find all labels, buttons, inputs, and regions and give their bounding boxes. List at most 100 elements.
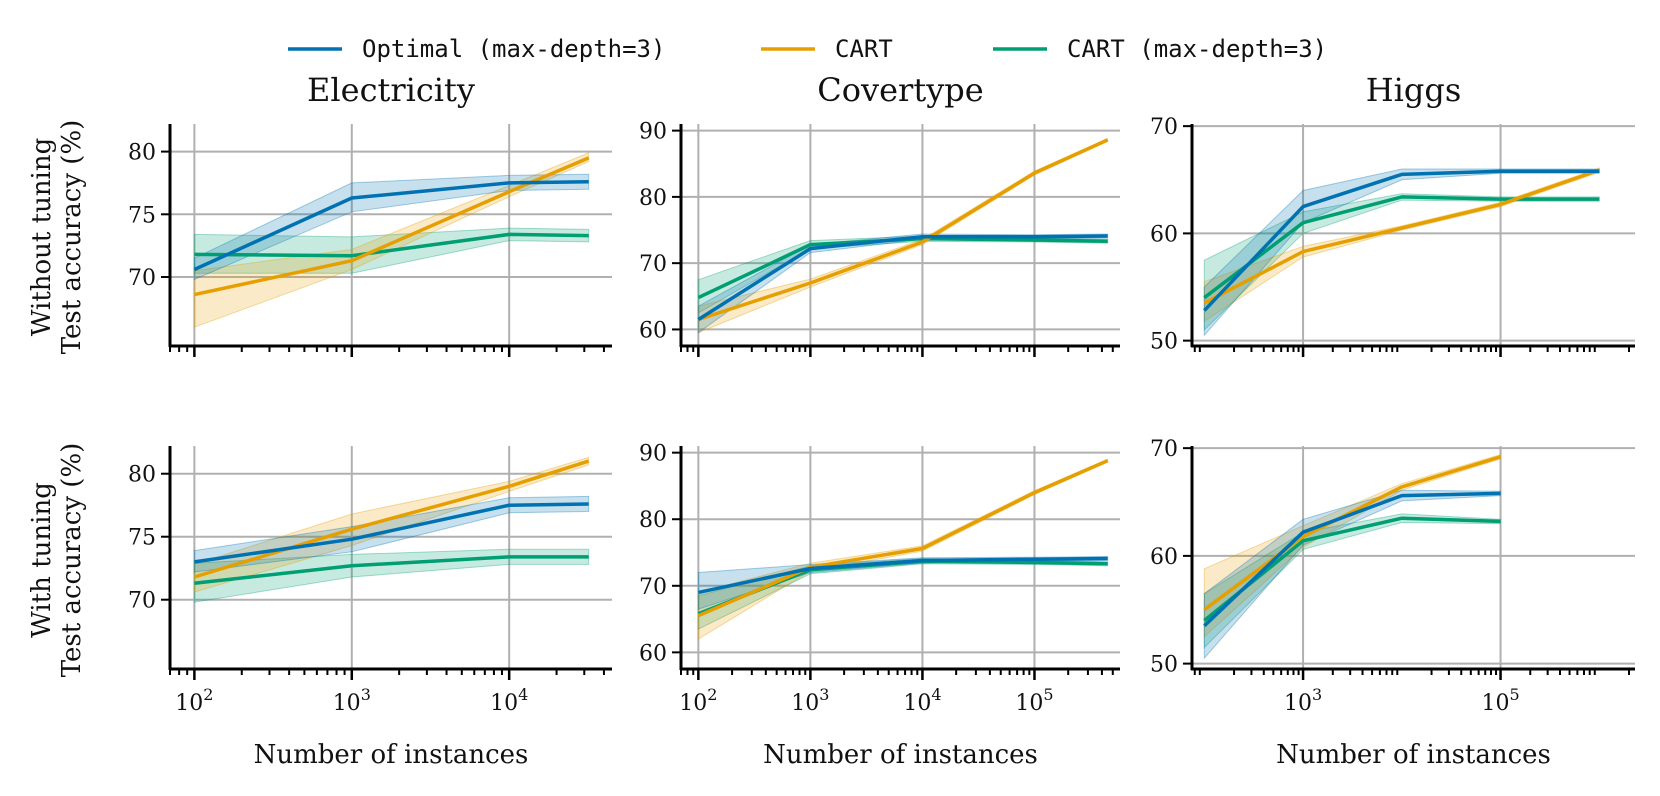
- x-tick-exponent: 3: [1312, 685, 1322, 704]
- row-label-2-line1: With tuning: [27, 482, 57, 638]
- series-line-cart: [697, 458, 1109, 618]
- x-tick-base: 10: [679, 691, 707, 716]
- x-axis-label: Number of instances: [1276, 740, 1551, 770]
- x-tick-base: 10: [903, 691, 931, 716]
- y-tick-label: 70: [1150, 115, 1178, 140]
- confidence-band-cart_depth3: [697, 557, 1109, 630]
- confidence-band-cart: [1203, 453, 1501, 638]
- panel-covertype-without-tuning: Covertype 60 70 80 90: [639, 71, 1120, 357]
- y-tick-label: 60: [639, 318, 667, 343]
- x-axis-label: Number of instances: [763, 740, 1038, 770]
- series-line-cart: [1203, 455, 1502, 612]
- y-tick-label: 75: [128, 203, 156, 228]
- y-tick-label: 60: [1150, 222, 1178, 247]
- x-tick-label: 102: [175, 685, 213, 716]
- legend-item-cart_depth3: CART (max-depth=3): [993, 35, 1327, 63]
- row-label-2-line2: Test accuracy (%): [57, 443, 87, 678]
- x-tick-label: 102: [679, 685, 717, 716]
- y-tick-label: 70: [639, 252, 667, 277]
- y-tick-label: 70: [128, 589, 156, 614]
- x-tick-base: 10: [1481, 691, 1509, 716]
- y-tick-label: 50: [1150, 653, 1178, 678]
- series-line-cart_depth3: [194, 555, 589, 586]
- x-axis-label: Number of instances: [254, 740, 529, 770]
- grid: [1192, 124, 1635, 346]
- series-line-optimal: [698, 556, 1108, 595]
- grid: [170, 446, 612, 669]
- series-line-optimal: [697, 234, 1108, 321]
- y-tick-label: 80: [639, 508, 667, 533]
- x-tick-label: 105: [1015, 685, 1053, 716]
- series-line-optimal: [193, 179, 589, 272]
- y-tick-label: 90: [639, 120, 667, 145]
- x-tick-exponent: 3: [361, 685, 371, 704]
- y-tick-label: 60: [1150, 545, 1178, 570]
- chart-panels: Electricity 70 75 80 Covertype 60 70 80 90 Higgs 5…: [128, 71, 1635, 770]
- y-tick-label: 60: [639, 641, 667, 666]
- confidence-band-optimal: [193, 495, 590, 573]
- legend: Optimal (max-depth=3) CART CART (max-depth…: [288, 35, 1327, 63]
- confidence-band-cart_depth3: [697, 235, 1109, 314]
- y-tick-label: 90: [639, 442, 667, 467]
- panel-higgs-without-tuning: Higgs 50 60 70: [1150, 71, 1635, 357]
- x-tick-exponent: 4: [518, 685, 528, 704]
- y-tick-label: 50: [1150, 330, 1178, 355]
- legend-label-cart: CART: [835, 35, 893, 63]
- x-tick-exponent: 2: [203, 685, 213, 704]
- confidence-band-cart_depth3: [1203, 513, 1501, 649]
- x-tick-label: 103: [1284, 685, 1322, 716]
- x-tick-exponent: 3: [819, 685, 829, 704]
- grid: [1192, 446, 1635, 669]
- row-labels: Without tuning Test accuracy (%)With tuni…: [27, 120, 87, 678]
- y-tick-label: 80: [639, 186, 667, 211]
- y-tick-label: 80: [128, 463, 156, 488]
- confidence-band-optimal: [697, 233, 1109, 334]
- series-line-cart_depth3: [194, 232, 589, 258]
- series-line-cart: [697, 138, 1109, 322]
- x-tick-label: 103: [333, 685, 371, 716]
- confidence-band-cart: [193, 152, 590, 328]
- grid: [681, 446, 1120, 669]
- series-line-cart_depth3: [1203, 195, 1600, 300]
- x-tick-base: 10: [1015, 691, 1043, 716]
- series-line-optimal: [194, 502, 589, 564]
- y-tick-label: 75: [128, 526, 156, 551]
- panel-electricity-without-tuning: Electricity 70 75 80: [128, 71, 612, 357]
- legend-label-optimal: Optimal (max-depth=3): [362, 35, 665, 63]
- panel-title: Electricity: [307, 71, 475, 109]
- series-line-optimal: [1203, 491, 1501, 628]
- y-tick-label: 70: [639, 575, 667, 600]
- x-tick-exponent: 4: [931, 685, 941, 704]
- row-label-1-line1: Without tuning: [27, 138, 57, 337]
- x-tick-base: 10: [333, 691, 361, 716]
- series-line-cart_depth3: [697, 236, 1108, 300]
- legend-item-cart: CART: [761, 35, 893, 63]
- x-tick-exponent: 5: [1509, 685, 1519, 704]
- x-tick-label: 103: [791, 685, 829, 716]
- x-tick-exponent: 2: [707, 685, 717, 704]
- x-tick-base: 10: [490, 691, 518, 716]
- x-tick-label: 104: [903, 685, 941, 716]
- series-line-cart: [1203, 168, 1600, 305]
- panel-title: Higgs: [1366, 71, 1462, 109]
- x-tick-base: 10: [791, 691, 819, 716]
- y-tick-label: 80: [128, 141, 156, 166]
- legend-label-cart_depth3: CART (max-depth=3): [1067, 35, 1327, 63]
- series-line-cart: [193, 459, 590, 579]
- x-tick-base: 10: [1284, 691, 1312, 716]
- confidence-band-cart_depth3: [193, 548, 590, 603]
- y-tick-label: 70: [1150, 437, 1178, 462]
- x-tick-label: 105: [1481, 685, 1519, 716]
- panel-title: Covertype: [817, 71, 983, 109]
- confidence-band-optimal: [1203, 168, 1600, 337]
- series-line-cart: [194, 156, 590, 297]
- row-label-1-line2: Test accuracy (%): [57, 120, 87, 355]
- legend-item-optimal: Optimal (max-depth=3): [288, 35, 665, 63]
- series-line-optimal: [1203, 169, 1600, 312]
- x-tick-exponent: 5: [1043, 685, 1053, 704]
- x-tick-base: 10: [175, 691, 203, 716]
